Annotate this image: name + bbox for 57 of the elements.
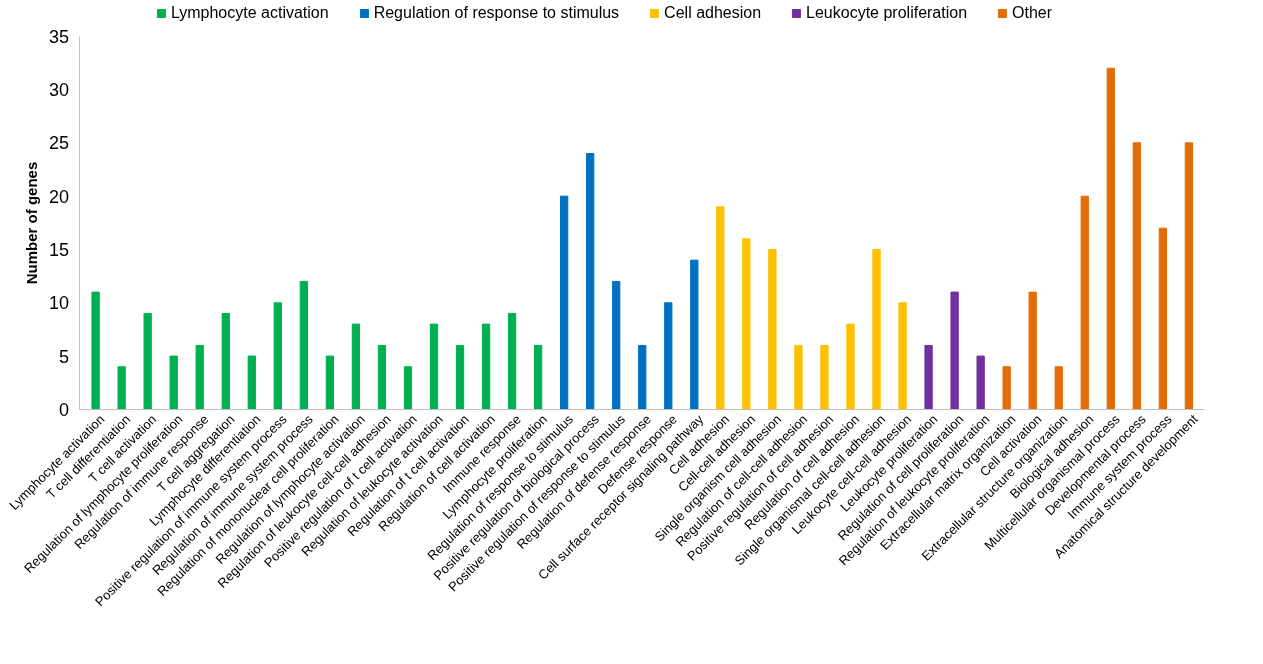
bar <box>169 355 178 410</box>
y-tick-label: 30 <box>48 80 69 101</box>
bar <box>872 248 881 410</box>
bar <box>1054 366 1063 410</box>
bar <box>794 344 803 410</box>
legend-label: Cell adhesion <box>664 4 762 22</box>
legend-label: Other <box>1012 4 1053 22</box>
legend-label: Lymphocyte activation <box>170 4 329 22</box>
bar <box>976 355 985 410</box>
bar <box>846 323 855 410</box>
y-tick-label: 20 <box>48 186 69 207</box>
y-tick-label: 15 <box>48 239 69 260</box>
bar <box>820 344 829 410</box>
y-tick-label: 5 <box>58 346 69 367</box>
bar <box>1002 366 1011 410</box>
bar <box>507 312 517 410</box>
bar <box>664 302 673 410</box>
bar <box>299 280 308 410</box>
bar <box>533 344 543 410</box>
bar <box>221 312 230 410</box>
bar <box>1158 227 1167 410</box>
bar <box>143 312 152 410</box>
y-tick-label: 10 <box>48 293 69 314</box>
bar <box>690 259 699 410</box>
bar <box>1184 142 1194 410</box>
bar <box>742 238 751 410</box>
bar <box>560 195 569 410</box>
bar <box>716 206 725 410</box>
y-tick-label: 25 <box>48 133 69 154</box>
bar <box>1080 195 1089 410</box>
bar <box>117 366 126 410</box>
bar <box>325 355 335 410</box>
bar <box>455 344 465 410</box>
bar <box>586 153 595 410</box>
bar <box>924 344 933 410</box>
bar <box>429 323 439 410</box>
legend-label: Leukocyte proliferation <box>806 4 968 22</box>
bar <box>247 355 256 410</box>
bar <box>195 344 204 410</box>
y-axis-title: Number of genes <box>23 161 41 285</box>
bar <box>1106 67 1115 410</box>
bar <box>638 344 647 410</box>
bar <box>273 302 282 410</box>
bar <box>91 291 100 410</box>
bar <box>768 248 777 410</box>
y-tick-label: 35 <box>48 26 69 47</box>
bar <box>1028 291 1037 410</box>
bar <box>481 323 491 410</box>
legend-label: Regulation of response to stimulus <box>373 4 620 22</box>
y-tick-label: 0 <box>58 399 69 420</box>
bar <box>403 366 413 410</box>
bar <box>351 323 361 410</box>
bar <box>612 280 621 410</box>
bar <box>1132 142 1141 410</box>
bar <box>377 344 387 410</box>
bar <box>950 291 959 410</box>
bar <box>898 302 907 410</box>
